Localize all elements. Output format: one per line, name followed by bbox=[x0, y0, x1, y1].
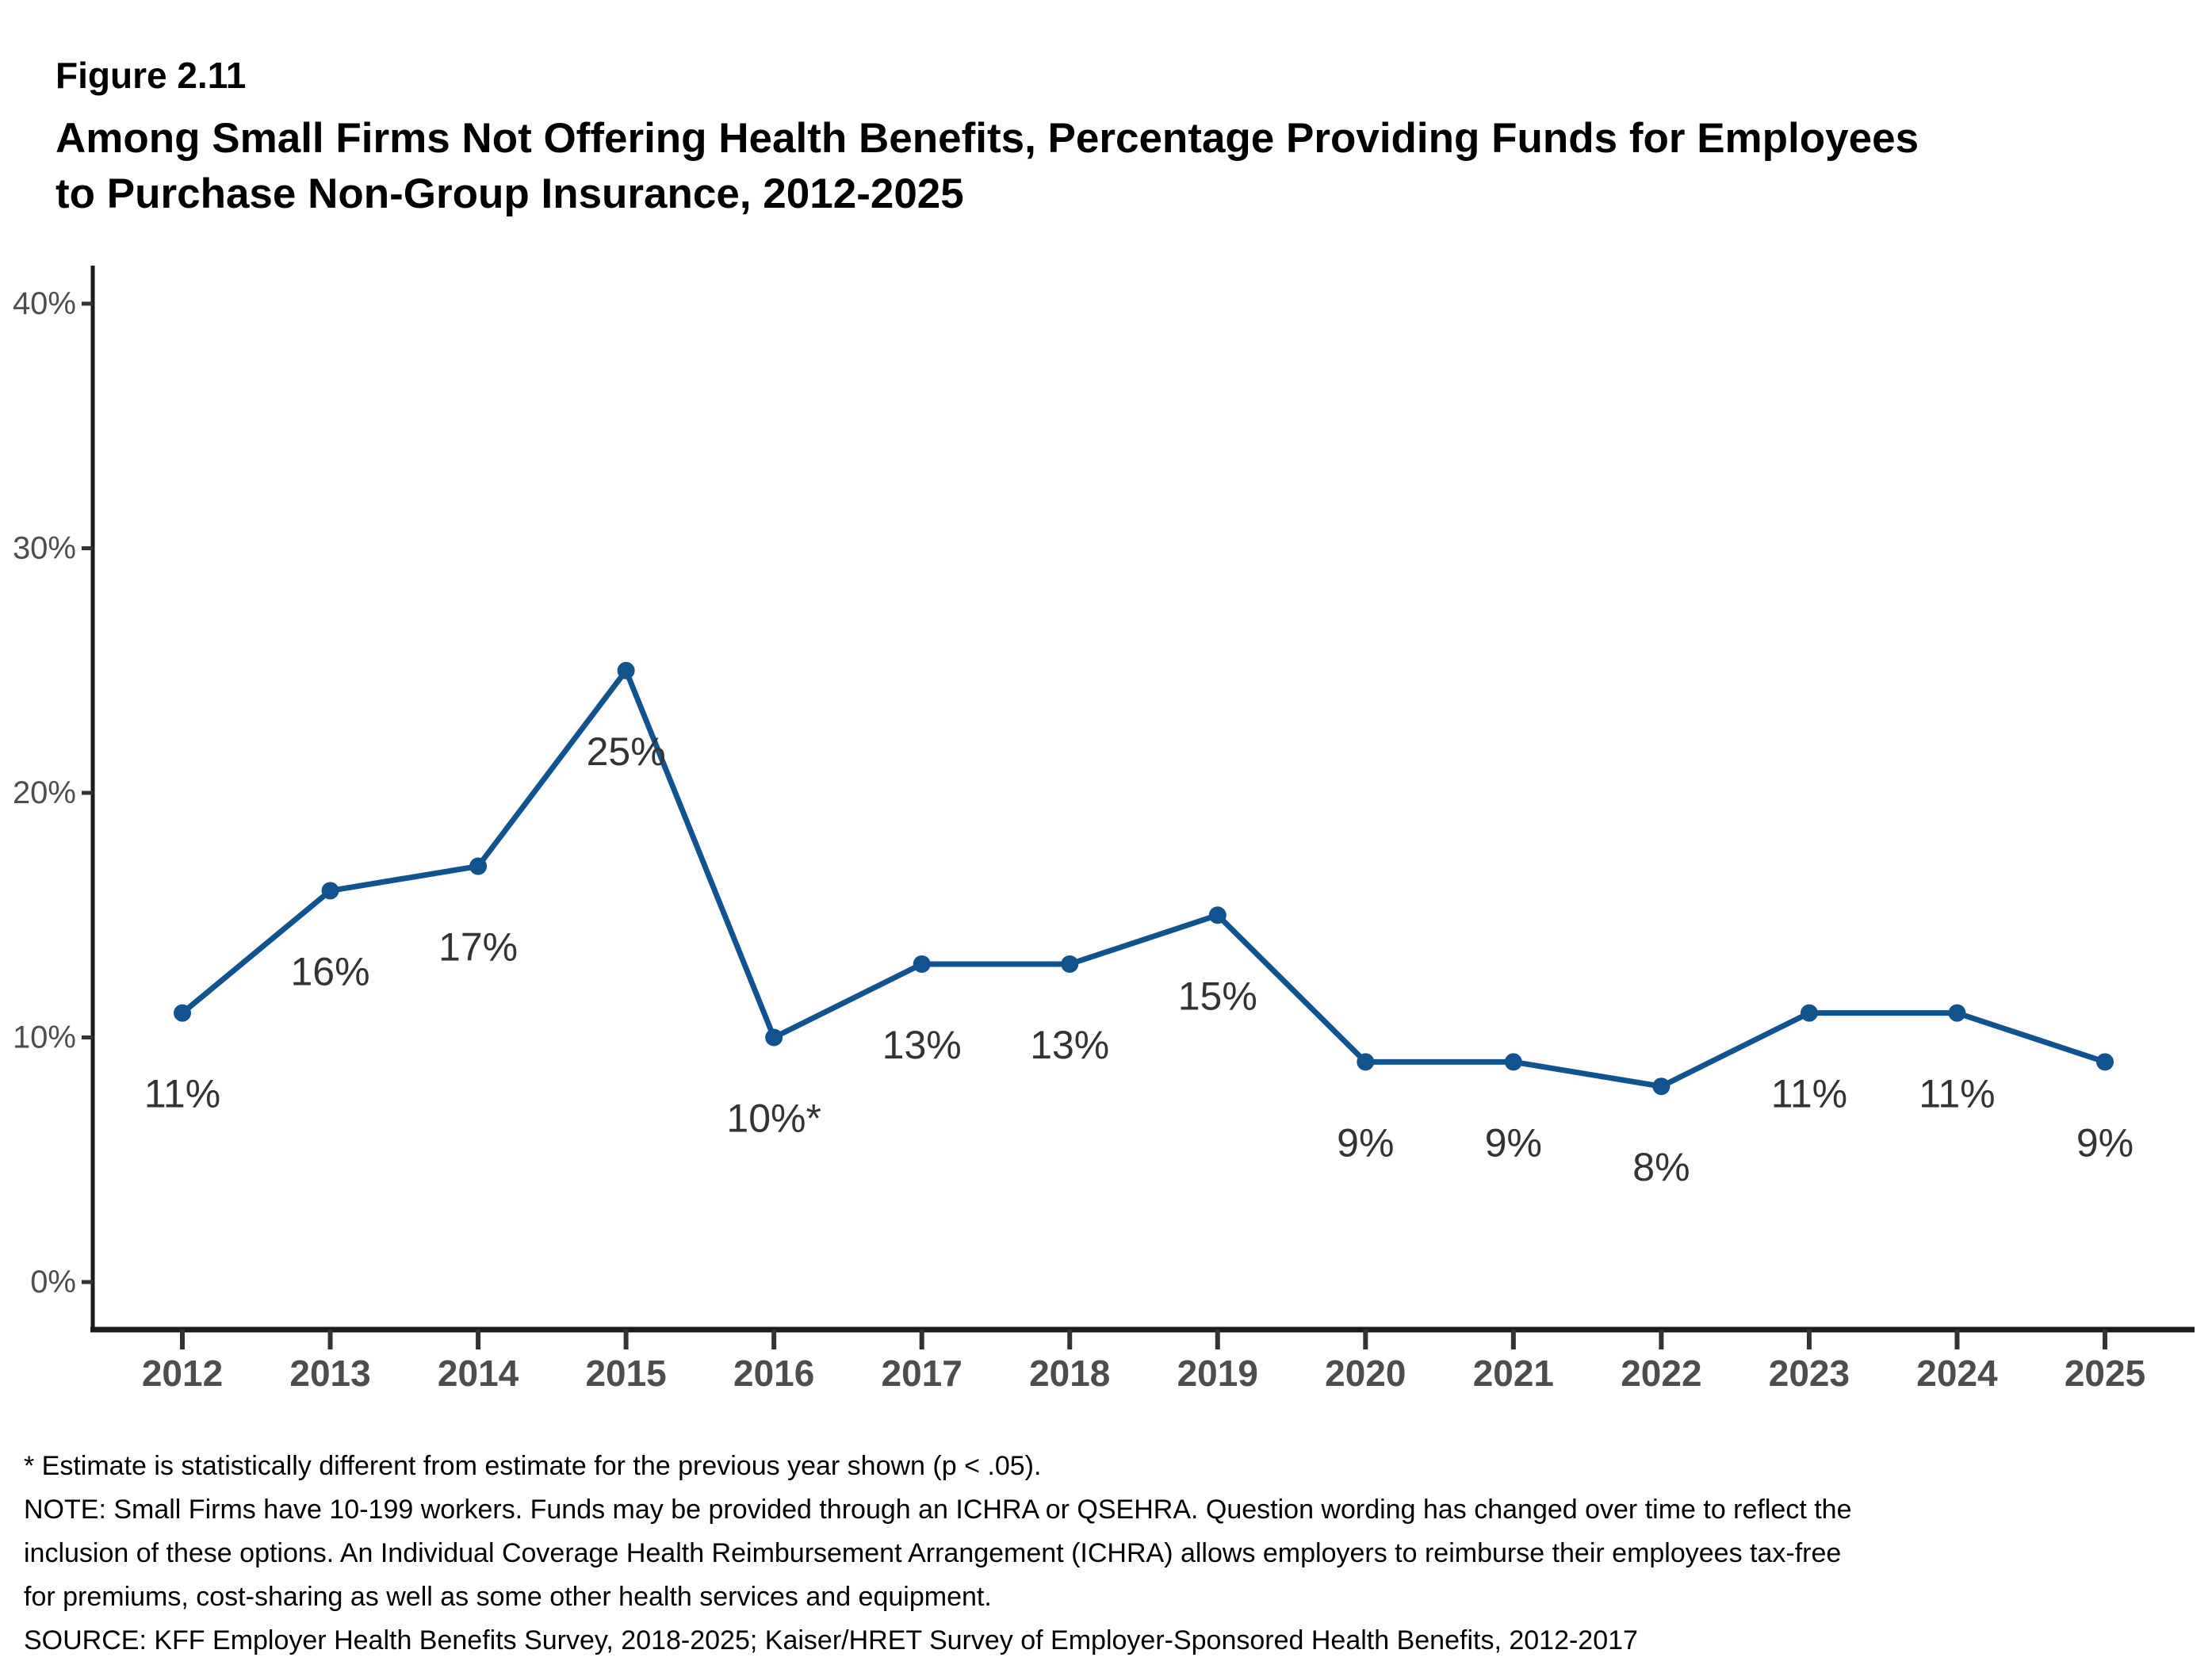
data-point-label: 13% bbox=[1030, 1023, 1109, 1067]
data-point-label: 8% bbox=[1632, 1145, 1690, 1189]
y-axis-tick-label: 10% bbox=[13, 1020, 76, 1055]
figure-number: Figure 2.11 bbox=[55, 55, 247, 96]
x-axis-year-label: 2022 bbox=[1621, 1353, 1701, 1394]
data-point bbox=[1357, 1053, 1375, 1071]
x-axis-year-label: 2015 bbox=[585, 1353, 666, 1394]
x-axis-year-label: 2016 bbox=[733, 1353, 814, 1394]
data-point bbox=[1948, 1004, 1966, 1022]
footnote-asterisk: * Estimate is statistically different fr… bbox=[24, 1451, 1042, 1481]
x-axis-year-label: 2024 bbox=[1916, 1353, 1998, 1394]
footnote-note-line: for premiums, cost-sharing as well as so… bbox=[24, 1582, 992, 1612]
data-point-label: 16% bbox=[291, 949, 370, 993]
data-point-label: 9% bbox=[1337, 1120, 1394, 1165]
y-axis-tick-label: 20% bbox=[13, 775, 76, 810]
footnote-note-line: NOTE: Small Firms have 10-199 workers. F… bbox=[24, 1495, 1852, 1525]
data-point-label: 11% bbox=[144, 1072, 220, 1116]
y-axis-tick-label: 0% bbox=[30, 1265, 76, 1299]
trend-line bbox=[179, 668, 2108, 1089]
x-axis-year-label: 2025 bbox=[2065, 1353, 2145, 1394]
y-axis-tick-label: 40% bbox=[13, 286, 76, 321]
data-point bbox=[2096, 1053, 2114, 1071]
data-point bbox=[1061, 955, 1079, 973]
x-axis-year-label: 2019 bbox=[1177, 1353, 1258, 1394]
data-point-label: 25% bbox=[587, 729, 666, 774]
data-point bbox=[469, 857, 488, 875]
x-axis-year-label: 2023 bbox=[1769, 1353, 1850, 1394]
chart-title-line-1: Among Small Firms Not Offering Health Be… bbox=[55, 115, 1919, 162]
data-point bbox=[913, 955, 931, 973]
x-axis-year-label: 2020 bbox=[1325, 1353, 1406, 1394]
data-point-label: 9% bbox=[1485, 1120, 1542, 1165]
data-point bbox=[321, 882, 339, 900]
x-axis-year-label: 2017 bbox=[882, 1353, 962, 1394]
data-point-label: 17% bbox=[438, 925, 518, 970]
data-point-label: 10%* bbox=[726, 1097, 821, 1141]
data-point-label: 15% bbox=[1178, 974, 1257, 1018]
x-axis-year-label: 2021 bbox=[1473, 1353, 1554, 1394]
chart-title-line-2: to Purchase Non-Group Insurance, 2012-20… bbox=[55, 170, 964, 217]
x-axis-year-label: 2012 bbox=[142, 1353, 223, 1394]
chart-header: Figure 2.11 Among Small Firms Not Offeri… bbox=[55, 54, 1919, 222]
x-axis-year-label: 2018 bbox=[1029, 1353, 1110, 1394]
data-point bbox=[765, 1028, 783, 1047]
footnote-note-line: inclusion of these options. An Individua… bbox=[24, 1538, 1842, 1568]
data-point bbox=[174, 1004, 191, 1022]
data-point bbox=[1208, 906, 1227, 924]
data-point-label: 11% bbox=[1771, 1072, 1847, 1116]
data-point-label: 9% bbox=[2076, 1120, 2134, 1165]
data-point bbox=[617, 661, 635, 679]
footnotes: * Estimate is statistically different fr… bbox=[24, 1445, 2196, 1663]
data-point-label: 13% bbox=[882, 1023, 962, 1067]
x-axis-year-label: 2014 bbox=[438, 1353, 519, 1394]
y-axis-tick-label: 30% bbox=[13, 531, 76, 566]
footnote-source: SOURCE: KFF Employer Health Benefits Sur… bbox=[24, 1625, 1638, 1655]
data-point bbox=[1652, 1077, 1670, 1096]
data-point bbox=[1800, 1004, 1818, 1022]
data-point bbox=[1504, 1053, 1522, 1071]
data-point-label: 11% bbox=[1919, 1072, 1995, 1116]
x-axis-year-label: 2013 bbox=[289, 1353, 370, 1394]
